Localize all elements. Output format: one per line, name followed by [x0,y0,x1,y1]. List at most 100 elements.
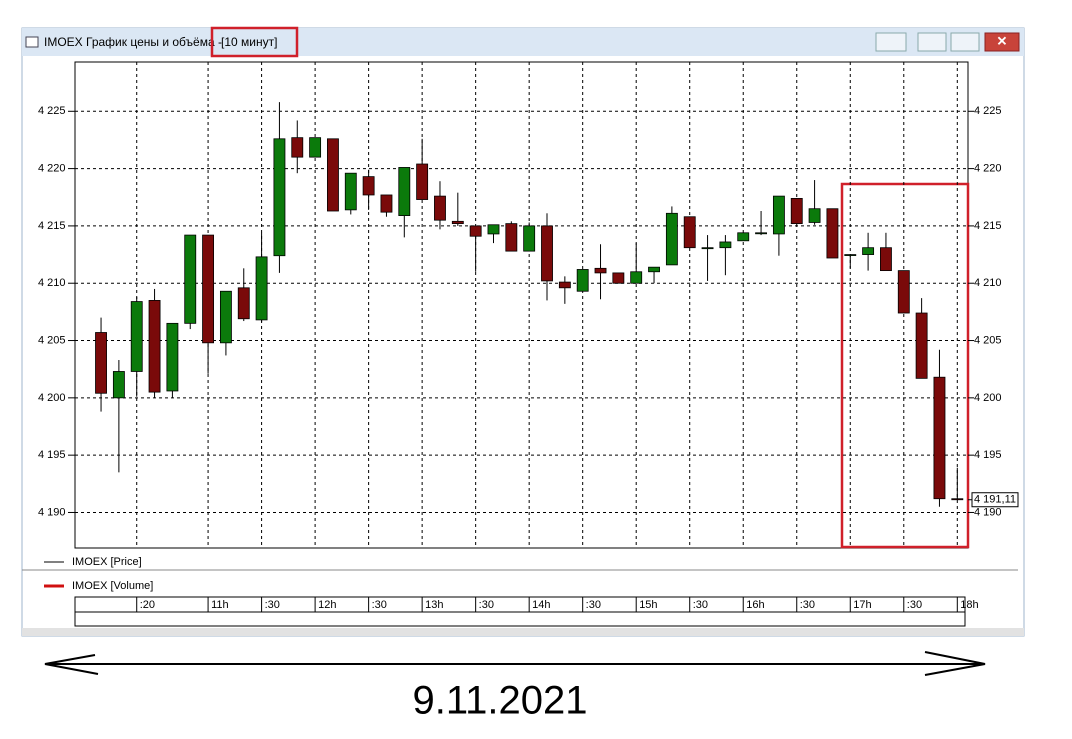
legend-label: IMOEX [Price] [72,556,142,568]
candle-body [897,270,910,314]
candle-body [772,195,785,235]
candle-body [933,376,946,500]
candle-body [255,256,268,321]
y-tick-label-right: 4 215 [974,220,1002,232]
y-tick-label: 4 200 [38,392,66,404]
y-tick-label-right: 4 200 [974,392,1002,404]
candle-body [505,223,518,252]
candle-body [380,194,393,213]
x-tick-label: 11h [211,599,229,611]
y-tick-label: 4 195 [38,449,66,461]
y-tick-label-right: 4 225 [974,105,1002,117]
y-tick-label-right: 4 210 [974,277,1002,289]
candle-body [273,138,286,257]
candle-body [594,267,607,274]
date-caption: 9.11.2021 [413,679,588,723]
y-tick-label: 4 205 [38,334,66,346]
close-button[interactable] [984,32,1020,52]
candle-body [184,234,197,324]
y-tick-label-right: 4 220 [974,163,1002,175]
x-tick-label: 16h [746,599,764,611]
candle-body [612,272,625,284]
y-tick-label: 4 215 [38,220,66,232]
highlight-box [210,26,299,58]
x-tick-label: :30 [907,599,922,611]
x-tick-label: :30 [479,599,494,611]
candle-body [398,167,411,216]
last-price-box [971,492,1019,508]
x-tick-label: :30 [586,599,601,611]
x-tick-label: 18h [960,599,978,611]
candle-body [112,371,125,399]
candle-body [130,301,143,372]
x-tick-label: :30 [693,599,708,611]
candle-body [844,254,857,256]
candle-body [790,198,803,225]
candle-body [862,247,875,255]
candle-body [237,287,250,320]
x-tick-label: 17h [853,599,871,611]
candle-body [416,163,429,200]
candle-body [523,225,536,252]
candle-body [576,269,589,292]
x-tick-label: :20 [140,599,155,611]
candle-body [434,195,446,221]
candle-body [148,300,161,393]
candle-body [880,247,892,272]
x-tick-label: 12h [318,599,336,611]
y-tick-label: 4 190 [38,506,66,518]
candle-body [469,225,482,237]
y-tick-label: 4 225 [38,105,66,117]
candle-body [541,225,553,282]
candle-body [951,498,964,501]
last-price-label: 4 191,11 [974,494,1016,506]
candle-body [719,241,732,249]
candle-body [344,172,357,211]
x-tick-label: 14h [532,599,550,611]
candle-body [648,266,660,273]
x-tick-label: :30 [800,599,815,611]
minimize-button[interactable] [917,32,947,52]
x-tick-label: :30 [372,599,387,611]
candle-body [291,137,304,158]
highlight-box [840,182,970,549]
candle-body [683,216,696,249]
window [21,27,1025,637]
scrollbar[interactable] [22,628,1024,636]
candle-body [327,138,339,212]
window-icon [25,36,39,48]
candle-body [630,271,643,284]
x-tick-label: 15h [639,599,657,611]
candle-body [701,247,714,250]
candle-body [808,208,821,223]
candle-body [362,176,375,196]
candle-body [219,290,232,344]
close-icon: ✕ [997,33,1008,48]
x-tick-label: :30 [265,599,280,611]
candle-body [558,281,571,289]
candle-body [166,322,179,392]
candle-body [95,332,107,394]
y-tick-label-right: 4 190 [974,506,1002,518]
maximize-button[interactable] [950,32,980,52]
y-tick-label: 4 210 [38,277,66,289]
y-tick-label-right: 4 205 [974,334,1002,346]
candle-body [451,220,464,225]
interval: [10 минут] [221,35,277,49]
legend-label: IMOEX [Volume] [72,580,153,592]
candle-body [826,208,839,259]
y-tick-label: 4 220 [38,163,66,175]
y-tick-label-right: 4 195 [974,449,1002,461]
date-arrow [44,651,986,676]
candle-body [487,224,500,235]
x-tick-label: 13h [425,599,443,611]
candle-body [665,212,678,266]
pin-button[interactable] [875,32,907,52]
candle-body [737,232,750,242]
candle-body [755,232,768,235]
window-title: IMOEX График цены и объёма - [44,35,222,49]
title-bar [22,28,1024,56]
candle-body [202,234,215,344]
candle-body [309,137,322,158]
